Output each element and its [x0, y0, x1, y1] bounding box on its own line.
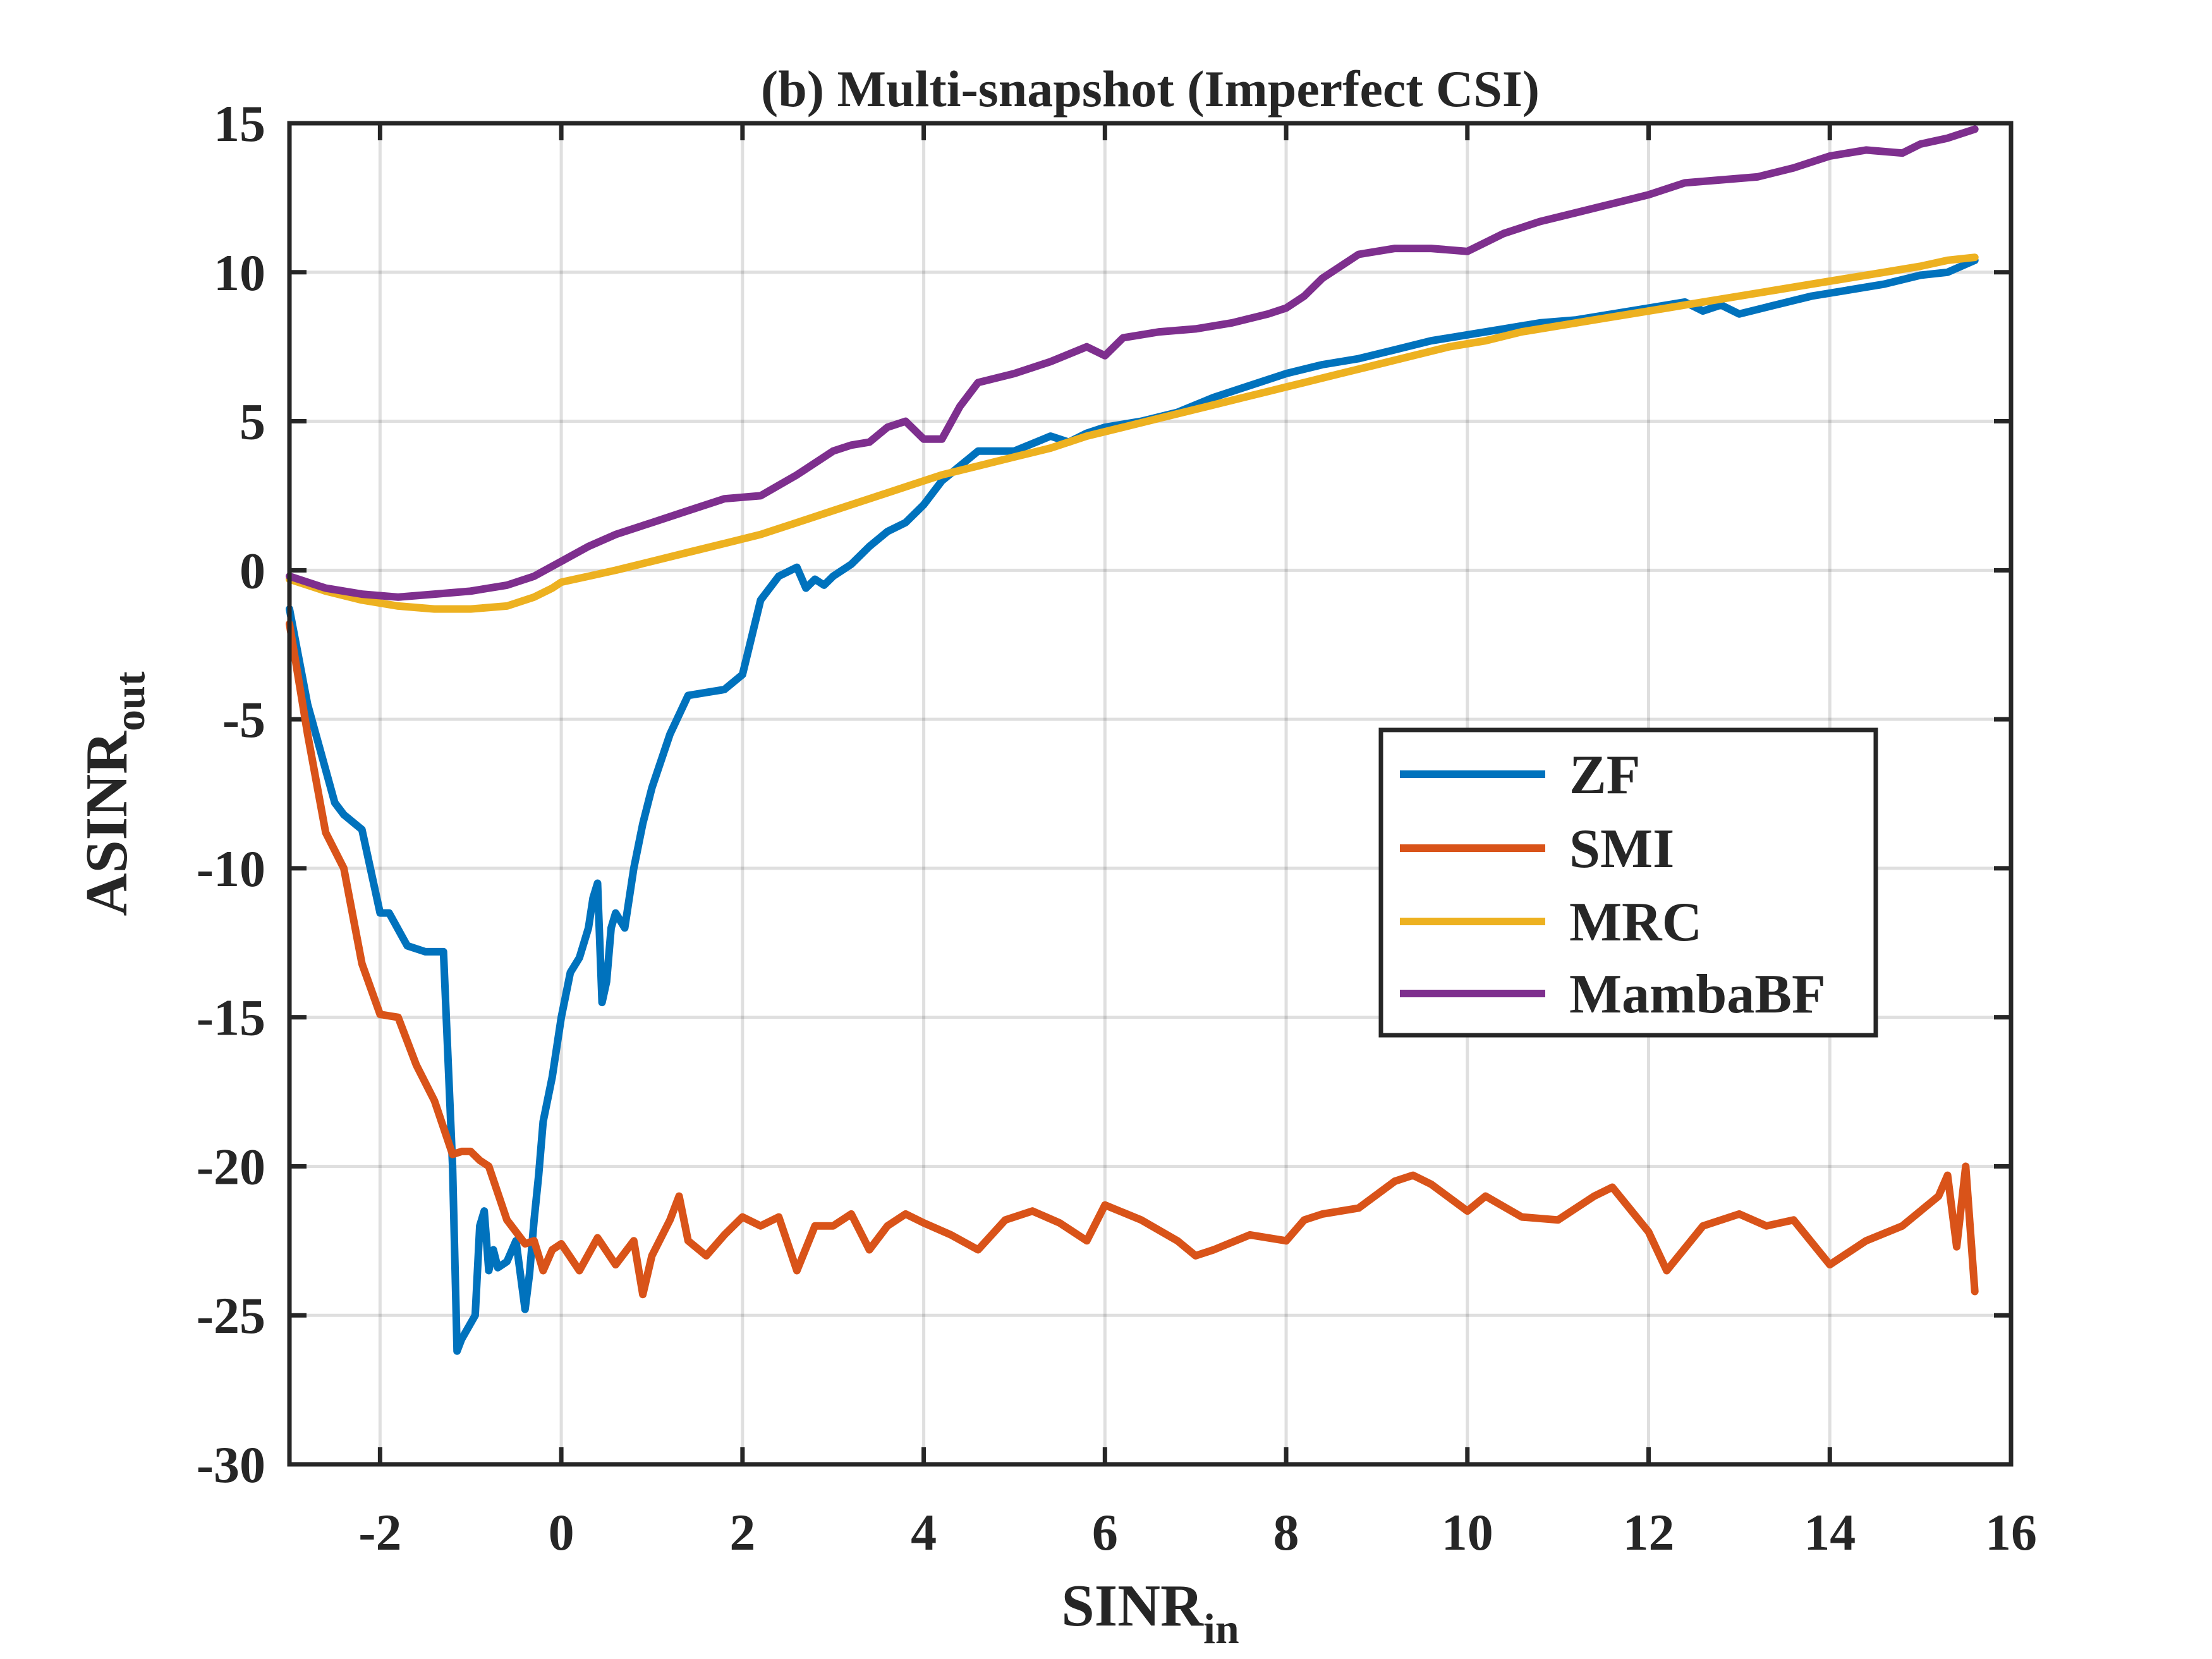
y-axis-label-main: ASINR: [74, 731, 140, 916]
y-axis-label: ASINRout: [74, 671, 154, 916]
y-tick-label: 10: [214, 244, 265, 301]
series-line-zf: [286, 256, 1979, 1355]
y-tick-label: 15: [214, 95, 265, 152]
x-axis-label-main: SINR: [1061, 1573, 1204, 1639]
y-tick-label: -25: [197, 1287, 265, 1344]
x-tick-label: 8: [1273, 1504, 1299, 1561]
y-tick-label: -30: [197, 1436, 265, 1493]
y-tick-label: 0: [240, 542, 265, 599]
series-lines: [286, 125, 1979, 1355]
series-line-smi: [286, 620, 1979, 1299]
series-line-mrc: [286, 253, 1979, 613]
y-tick-label: -5: [222, 691, 265, 748]
plot-frame: [287, 121, 2014, 1467]
chart-title: (b) Multi-snapshot (Imperfect CSI): [761, 60, 1540, 118]
y-tick-label: -10: [197, 840, 265, 897]
legend: ZF SMI MRC MambaBF: [1378, 727, 1878, 1038]
legend-label-mambabf: MambaBF: [1569, 964, 1826, 1025]
y-axis-label-sub: out: [106, 671, 154, 731]
legend-label-zf: ZF: [1569, 744, 1640, 806]
x-axis-label-sub: in: [1203, 1605, 1239, 1653]
x-tick-label: 10: [1442, 1504, 1493, 1561]
legend-label-smi: SMI: [1569, 818, 1674, 880]
series-line-mambabf: [286, 125, 1979, 601]
x-tick-label: 4: [911, 1504, 937, 1561]
legend-label-mrc: MRC: [1569, 892, 1702, 953]
x-tick-label: 14: [1804, 1504, 1856, 1561]
y-tick-label: -15: [197, 989, 265, 1047]
x-tick-label: -2: [358, 1504, 401, 1561]
x-tick-label: 2: [729, 1504, 755, 1561]
x-tick-label: 16: [1985, 1504, 2037, 1561]
x-tick-label: 0: [549, 1504, 574, 1561]
y-tick-label: 5: [240, 393, 265, 451]
y-tick-label: -20: [197, 1138, 265, 1195]
x-axis-label: SINRin: [1061, 1573, 1239, 1653]
x-tick-label: 6: [1092, 1504, 1118, 1561]
legend-box: [1378, 727, 1878, 1038]
x-tick-label: 12: [1623, 1504, 1675, 1561]
